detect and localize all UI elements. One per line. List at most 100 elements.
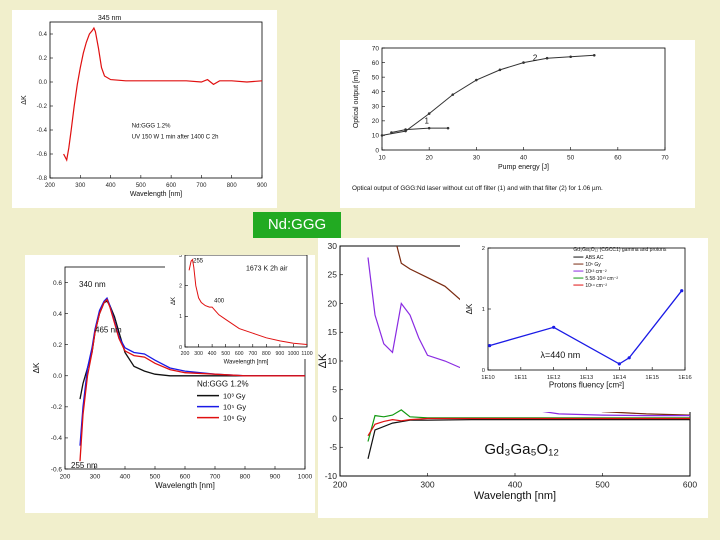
gamma-legend-label: 10³ Gy — [223, 392, 246, 401]
protons-y-tick-label: 10 — [328, 356, 338, 366]
protons-y-tick-label: -10 — [325, 471, 338, 481]
laser-data-point — [404, 128, 407, 131]
anneal-x-tick-label: 600 — [235, 351, 244, 357]
uv-legend-line1: Nd:GGG 1.2% — [132, 124, 171, 130]
protons-chart-panel: 200 300 400 500 600 30 25 20 15 10 5 0 -5 -10 Waveleng… — [317, 238, 708, 518]
laser-data-point — [475, 78, 478, 82]
anneal-x-tick-label: 200 — [181, 351, 190, 357]
laser-data-point — [451, 93, 455, 96]
fluency-inset-background — [460, 242, 700, 412]
fluency-x-axis-label: Protons fluency [cm²] — [549, 381, 624, 390]
laser-y-tick-label: 60 — [372, 60, 380, 67]
fluency-x-tick-label: 1E16 — [678, 375, 692, 381]
slide-title: Nd:GGG — [253, 212, 341, 238]
fluency-data-point — [680, 289, 684, 293]
uv-x-tick-label: 800 — [227, 183, 238, 189]
laser-data-point — [390, 131, 393, 134]
uv-peak-annotation: 345 nm — [98, 15, 122, 22]
laser-data-point — [380, 134, 384, 137]
laser-series-line — [391, 127, 448, 133]
protons-y-tick-label: 20 — [328, 298, 338, 308]
gamma-x-tick-label: 600 — [180, 474, 191, 481]
fluency-x-tick-label: 1E14 — [613, 375, 627, 381]
uv-x-tick-label: 700 — [196, 183, 207, 189]
gamma-peak1-annotation: 340 nm — [79, 280, 106, 289]
laser-chart-panel: 10 20 30 40 50 60 70 0 10 20 30 40 50 60 70 Pump energy… — [340, 40, 695, 208]
fluency-plot: 1E10 1E11 1E12 1E13 1E14 1E15 1E16 0 1 2 Protons f… — [465, 246, 692, 390]
gamma-y-axis-label: ΔK — [32, 362, 41, 373]
anneal-title: 1673 K 2h air — [246, 265, 288, 272]
protons-series-line — [367, 419, 690, 459]
protons-series-line — [367, 409, 690, 442]
laser-data-point — [592, 53, 596, 57]
fluency-y-tick-label: 1 — [482, 307, 485, 313]
anneal-x-tick-label: 1000 — [288, 351, 300, 357]
uv-y-tick-label: -0.2 — [37, 104, 48, 110]
protons-y-tick-label: 5 — [332, 385, 337, 395]
anneal-y-tick-label: 3 — [179, 255, 182, 259]
protons-x-tick-label: 200 — [333, 480, 347, 490]
uv-x-tick-label: 300 — [75, 183, 86, 189]
laser-data-point — [569, 55, 572, 59]
laser-x-tick-label: 50 — [567, 155, 575, 162]
laser-data-point — [427, 112, 431, 115]
anneal-y-tick-label: 2 — [179, 283, 182, 289]
protons-x-tick-label: 400 — [508, 480, 522, 490]
gamma-plot: 200 300 400 500 600 700 800 900 10000.60.40.20.0… — [32, 266, 313, 490]
protons-formula-title: Gd₃Ga₅O₁₂ — [484, 441, 559, 458]
gamma-x-tick-label: 200 — [60, 474, 71, 481]
uv-y-tick-label: 0.4 — [39, 32, 48, 38]
fluency-data-point — [627, 356, 631, 360]
gamma-x-tick-label: 400 — [120, 474, 131, 481]
gamma-x-tick-label: 500 — [150, 474, 161, 481]
protons-x-tick-label: 500 — [595, 480, 609, 490]
laser-data-point — [427, 126, 431, 130]
fluency-data-point — [488, 344, 492, 348]
anneal-y-tick-label: 1 — [179, 314, 182, 320]
gamma-series-line — [79, 298, 305, 462]
gamma-legend-title: Nd:GGG 1.2% — [197, 380, 249, 389]
laser-caption: Optical output of GGG:Nd laser without c… — [352, 185, 603, 192]
laser-x-tick-label: 40 — [520, 155, 528, 162]
uv-y-tick-label: -0.8 — [37, 176, 48, 182]
anneal-peak1-annotation: 255 — [193, 259, 204, 265]
anneal-x-tick-label: 900 — [276, 351, 285, 357]
laser-data-point — [446, 126, 450, 130]
gamma-peak2-annotation: 465 nm — [95, 326, 122, 335]
gamma-x-axis-label: Wavelength [nm] — [155, 481, 215, 490]
gamma-irradiation-chart: 200 300 400 500 600 700 800 900 10000.60.40.20.0… — [32, 247, 313, 490]
gamma-x-tick-label: 900 — [270, 474, 281, 481]
gamma-x-tick-label: 1000 — [298, 474, 313, 481]
anneal-x-tick-label: 700 — [248, 351, 257, 357]
fluency-x-tick-label: 1E12 — [547, 375, 561, 381]
proton-irradiation-chart: 200 300 400 500 600302520151050-5-10Waveleng… — [317, 241, 700, 502]
protons-x-tick-label: 300 — [420, 480, 434, 490]
fluency-legend-label: 10¹³ cm⁻² — [585, 269, 607, 275]
gamma-x-tick-label: 700 — [210, 474, 221, 481]
uv-y-tick-label: -0.4 — [37, 128, 48, 134]
laser-x-tick-label: 60 — [614, 155, 622, 162]
fluency-x-tick-label: 1E15 — [645, 375, 659, 381]
fluency-legend-label: 10¹⁴ cm⁻² — [585, 283, 607, 289]
anneal-x-tick-label: 400 — [208, 351, 217, 357]
gamma-y-tick-label: 0.2 — [53, 342, 62, 349]
fluency-wavelength-annotation: λ=440 nm — [541, 350, 581, 360]
gamma-y-tick-label: -0.2 — [51, 404, 63, 411]
protons-y-tick-label: -5 — [329, 442, 337, 452]
laser-x-tick-label: 70 — [661, 155, 669, 162]
fluency-y-axis-label: ΔK — [465, 303, 474, 314]
gamma-y-tick-label: -0.4 — [51, 435, 63, 442]
laser-x-tick-label: 30 — [473, 155, 481, 162]
uv-x-tick-label: 900 — [257, 183, 268, 189]
gamma-edge-annotation: 255 nm — [71, 461, 98, 470]
laser-curve-label-2: 2 — [533, 54, 538, 63]
gamma-x-tick-label: 300 — [90, 474, 101, 481]
gamma-legend-label: 10⁶ Gy — [223, 414, 246, 423]
gamma-legend-label: 10⁵ Gy — [223, 403, 246, 412]
uv-chart-panel: 200 300 400 500 600 700 800 900 0.4 0.2 0.0 -0.2 -0.… — [12, 10, 277, 208]
protons-y-tick-label: 15 — [328, 327, 338, 337]
anneal-peak2-annotation: 400 — [214, 299, 225, 305]
laser-y-tick-label: 70 — [372, 45, 380, 52]
